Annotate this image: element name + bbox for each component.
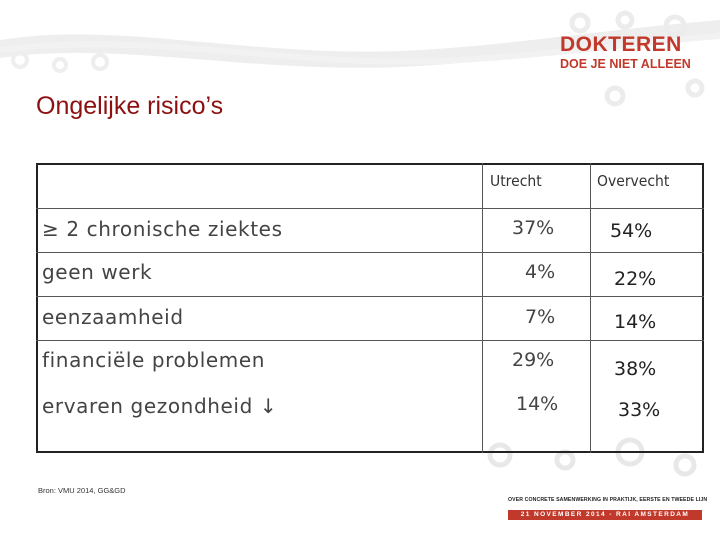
value-overvecht: 38% (614, 358, 657, 380)
value-utrecht: 7% (525, 306, 556, 328)
source-note: Bron: VMU 2014, GG&GD (38, 486, 126, 495)
logo-line-1: DOKTEREN (560, 33, 682, 56)
column-header-utrecht: Utrecht (490, 172, 542, 190)
footer-event-banner: 21 NOVEMBER 2014 - RAI AMSTERDAM (508, 510, 702, 520)
value-utrecht: 29% (512, 349, 555, 371)
table-divider (36, 252, 704, 253)
value-overvecht: 33% (618, 399, 661, 421)
column-divider (590, 163, 591, 453)
logo-line-2: DOE JE NIET ALLEEN (560, 57, 691, 71)
gear-icon (11, 51, 109, 73)
value-overvecht: 54% (610, 220, 653, 242)
brand-logo: DOKTEREN DOE JE NIET ALLEEN (560, 34, 700, 72)
row-label: eenzaamheid (42, 305, 184, 329)
row-label: geen werk (42, 260, 153, 284)
table-divider (36, 296, 704, 297)
value-utrecht: 37% (512, 217, 555, 239)
swirl-decoration (0, 20, 720, 68)
value-overvecht: 14% (614, 311, 657, 333)
column-divider (482, 163, 483, 453)
value-utrecht: 14% (516, 393, 559, 415)
column-header-overvecht: Overvecht (597, 172, 670, 190)
risk-table (36, 163, 704, 453)
value-overvecht: 22% (614, 268, 657, 290)
gear-icon (569, 10, 705, 107)
slide-title: Ongelijke risico’s (36, 92, 224, 120)
row-label: ervaren gezondheid ↓ (42, 394, 278, 418)
footer-tagline: OVER CONCRETE SAMENWERKING IN PRAKTIJK, … (508, 497, 708, 503)
row-label: ≥ 2 chronische ziektes (42, 217, 283, 241)
row-label: financiële problemen (42, 348, 266, 372)
table-divider (36, 340, 704, 341)
value-utrecht: 4% (525, 261, 556, 283)
table-divider (36, 208, 704, 209)
